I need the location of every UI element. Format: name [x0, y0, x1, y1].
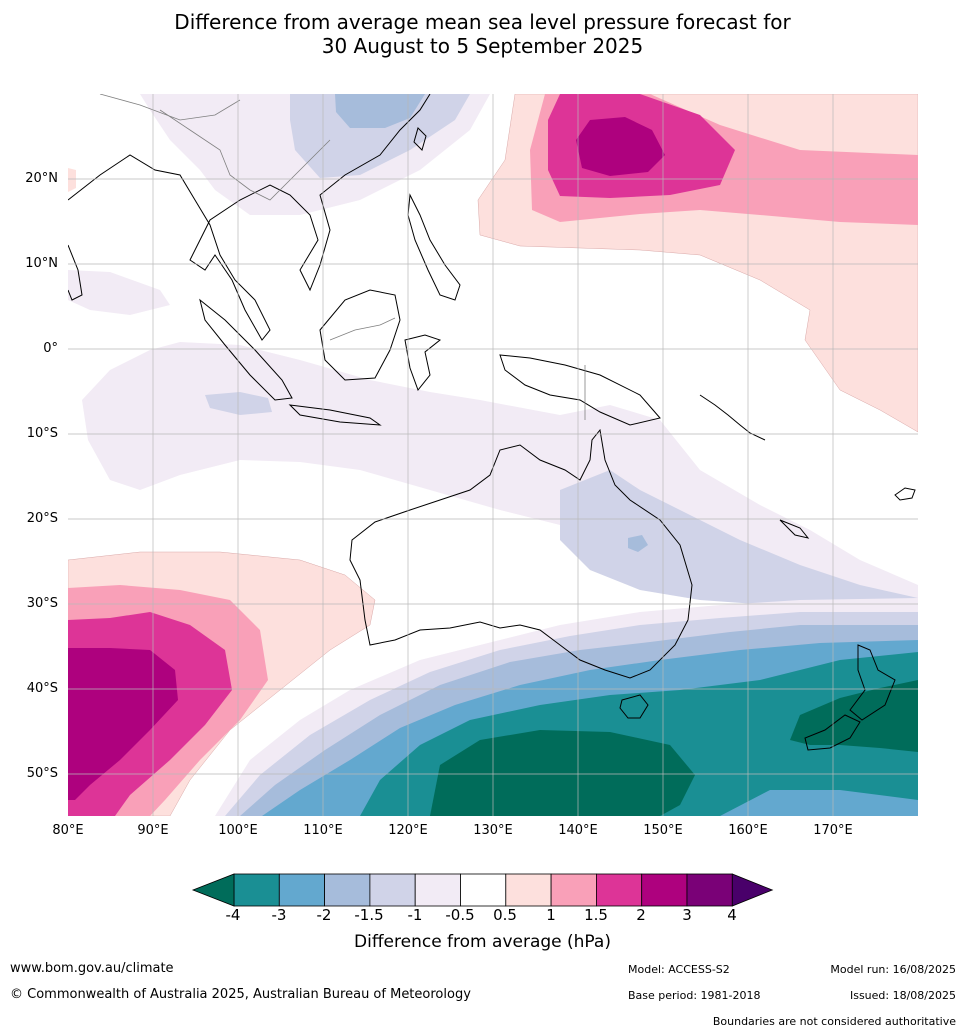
- colorbar-segment: [278, 873, 325, 907]
- sumatra-coastline: [199, 298, 293, 401]
- lon-label-120e: 120°E: [388, 823, 428, 838]
- positive-anomaly-south-indian-2: [68, 648, 178, 800]
- colorbar-segment: [596, 873, 643, 907]
- australia-coastline: [349, 428, 693, 679]
- border-china-south: [99, 94, 241, 121]
- colorbar-segment: [550, 873, 597, 907]
- base-period-text: Base period: 1981-2018: [628, 989, 761, 1002]
- negative-anomaly-java-1: [205, 392, 272, 415]
- colorbar-tick: 4: [727, 906, 737, 924]
- negative-anomaly-east-australia-1: [560, 470, 918, 616]
- colorbar: [191, 873, 774, 907]
- lon-label-130e: 130°E: [473, 823, 513, 838]
- title-line-2: 30 August to 5 September 2025: [321, 34, 644, 58]
- positive-anomaly-north-pacific-2: [576, 117, 665, 176]
- border-indochina: [159, 109, 331, 201]
- border-borneo: [329, 317, 396, 341]
- new-zealand-south-coastline: [804, 714, 861, 751]
- colorbar-segment: [369, 873, 416, 907]
- colorbar-segment: [641, 873, 688, 907]
- title-line-1: Difference from average mean sea level p…: [174, 10, 791, 34]
- anomaly-field: [68, 94, 918, 816]
- copyright-text: © Commonwealth of Australia 2025, Austra…: [10, 987, 471, 1002]
- colorbar-over-arrow: [731, 873, 774, 907]
- lat-label-0: 0°: [43, 341, 58, 356]
- lat-label-10n: 10°N: [25, 256, 58, 271]
- lat-label-20s: 20°S: [26, 511, 58, 526]
- colorbar-tick: -1: [407, 906, 423, 924]
- colorbar-tick: 3: [682, 906, 692, 924]
- coastlines: [68, 94, 916, 751]
- fiji-coastline: [894, 487, 916, 501]
- model-text: Model: ACCESS-S2: [628, 963, 730, 976]
- disclaimer-text: Boundaries are not considered authoritat…: [712, 1015, 956, 1028]
- lon-label-100e: 100°E: [218, 823, 258, 838]
- lon-label-90e: 90°E: [137, 823, 169, 838]
- lon-label-80e: 80°E: [52, 823, 84, 838]
- colorbar-segment: [233, 873, 280, 907]
- colorbar-tick: 0.5: [493, 906, 517, 924]
- sulawesi-coastline: [404, 334, 442, 392]
- lat-label-40s: 40°S: [26, 681, 58, 696]
- lat-label-10s: 10°S: [26, 426, 58, 441]
- colorbar-segment: [460, 873, 507, 907]
- colorbar-tick: 2: [636, 906, 646, 924]
- colorbar-tick: 1.5: [584, 906, 608, 924]
- country-borders: [99, 94, 586, 420]
- lon-label-110e: 110°E: [303, 823, 343, 838]
- colorbar-tick: -2: [316, 906, 332, 924]
- lat-label-50s: 50°S: [26, 766, 58, 781]
- lat-label-30s: 30°S: [26, 596, 58, 611]
- gridlines: [68, 94, 918, 816]
- asia-mainland-coastline: [68, 94, 431, 341]
- colorbar-segment: [324, 873, 371, 907]
- lon-label-140e: 140°E: [558, 823, 598, 838]
- negative-anomaly-coral-sea-15: [628, 535, 648, 552]
- lon-label-160e: 160°E: [728, 823, 768, 838]
- tasmania-coastline: [619, 694, 649, 719]
- philippines-coastline: [407, 193, 461, 301]
- borneo-coastline: [319, 289, 401, 381]
- negative-anomaly-west-05: [68, 270, 170, 315]
- negative-anomaly-asia-1: [290, 94, 470, 178]
- issued-text: Issued: 18/08/2025: [849, 989, 956, 1002]
- negative-anomaly-asia-15: [335, 94, 425, 128]
- colorbar-segment: [414, 873, 461, 907]
- model-run-text: Model run: 16/08/2025: [830, 963, 956, 976]
- new-guinea-coastline: [499, 354, 661, 426]
- new-zealand-north-coastline: [849, 644, 896, 721]
- colorbar-tick: -3: [271, 906, 287, 924]
- map-title: Difference from average mean sea level p…: [0, 10, 965, 58]
- colorbar-label: Difference from average (hPa): [354, 932, 611, 952]
- colorbar-tick: 1: [546, 906, 556, 924]
- lat-label-20n: 20°N: [25, 171, 58, 186]
- java-coastline: [288, 404, 382, 426]
- colorbar-segment: [686, 873, 733, 907]
- website-link[interactable]: www.bom.gov.au/climate: [10, 961, 174, 976]
- india-sri-lanka-coastline: [68, 244, 83, 301]
- colorbar-under-arrow: [191, 873, 235, 907]
- lon-label-150e: 150°E: [643, 823, 683, 838]
- taiwan-coastline: [413, 127, 427, 151]
- new-caledonia-coastline: [779, 519, 810, 539]
- colorbar-tick: -4: [225, 906, 241, 924]
- colorbar-segment: [505, 873, 552, 907]
- negative-anomaly-southern-4: [430, 730, 695, 816]
- colorbar-tick: -1.5: [354, 906, 384, 924]
- positive-anomaly-north-left-edge: [68, 168, 76, 192]
- colorbar-tick: -0.5: [445, 906, 475, 924]
- lon-label-170e: 170°E: [813, 823, 853, 838]
- negative-anomaly-tasman-4: [790, 680, 918, 752]
